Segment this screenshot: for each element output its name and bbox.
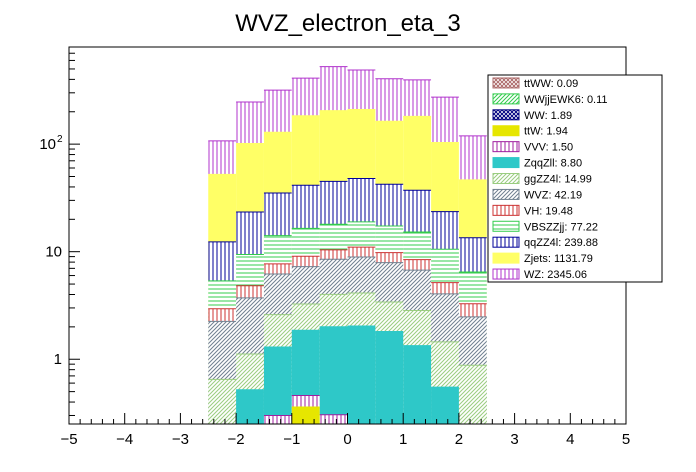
y-tick-exponent: 2 bbox=[57, 134, 63, 145]
chart-title: WVZ_electron_eta_3 bbox=[235, 10, 460, 37]
legend-label-wz: WZ: 2345.06 bbox=[524, 269, 587, 281]
x-tick-label: −4 bbox=[116, 431, 133, 448]
legend-swatch-ggzz4l bbox=[492, 173, 520, 184]
legend-label-zjets: Zjets: 1131.79 bbox=[524, 253, 593, 265]
bar-ggzz4l-bin-9 bbox=[458, 365, 487, 424]
histogram-bars bbox=[208, 66, 487, 425]
bar-ttw-bin-3 bbox=[291, 406, 320, 424]
series-ttw bbox=[291, 406, 320, 424]
bar-zqqzll-bin-2 bbox=[263, 346, 292, 424]
legend-label-wvz: WVZ: 42.19 bbox=[524, 189, 582, 201]
x-tick-label: 2 bbox=[455, 431, 463, 448]
legend-swatch-zjets bbox=[492, 252, 520, 264]
legend-swatch-vvv bbox=[492, 141, 520, 153]
y-tick-label: 10 bbox=[45, 244, 62, 261]
x-tick-label: 5 bbox=[622, 431, 630, 448]
bar-zqqzll-bin-8 bbox=[431, 387, 459, 424]
bar-zqqzll-bin-1 bbox=[236, 389, 264, 424]
bar-zqqzll-bin-4 bbox=[319, 326, 348, 424]
bar-vvv-bin-2 bbox=[263, 415, 292, 424]
legend-label-zqqzll: ZqqZll: 8.80 bbox=[524, 158, 582, 170]
legend-swatch-wwjjewk6 bbox=[492, 93, 520, 105]
x-tick-label: 4 bbox=[566, 431, 574, 448]
legend-swatch-vh bbox=[492, 204, 520, 216]
legend-swatch-vbszzjj bbox=[492, 220, 520, 232]
bar-ggzz4l-bin-0 bbox=[208, 379, 237, 424]
bar-zqqzll-bin-6 bbox=[375, 331, 404, 424]
x-tick-label: −2 bbox=[228, 431, 245, 448]
x-tick-label: 1 bbox=[399, 431, 407, 448]
x-tick-label: −5 bbox=[60, 431, 77, 448]
legend-swatch-qqzz4l bbox=[492, 236, 520, 248]
bar-zqqzll-bin-5 bbox=[347, 326, 376, 424]
legend-swatch-ww bbox=[492, 109, 520, 121]
x-tick-label: −3 bbox=[172, 431, 189, 448]
legend-label-vh: VH: 19.48 bbox=[524, 205, 573, 217]
legend-label-ggzz4l: ggZZ4l: 14.99 bbox=[524, 174, 592, 186]
y-tick-label: 10 bbox=[39, 136, 56, 153]
bar-zqqzll-bin-7 bbox=[403, 345, 432, 424]
legend-label-qqzz4l: qqZZ4l: 239.88 bbox=[524, 237, 598, 249]
legend-swatch-wvz bbox=[492, 188, 520, 200]
legend-label-ww: WW: 1.89 bbox=[524, 110, 572, 122]
legend-label-wwjjewk6: WWjjEWK6: 0.11 bbox=[524, 94, 608, 106]
x-tick-label: 3 bbox=[510, 431, 518, 448]
x-tick-label: −1 bbox=[283, 431, 300, 448]
legend-label-ttw: ttW: 1.94 bbox=[524, 126, 568, 138]
legend-label-ttww: ttWW: 0.09 bbox=[524, 78, 578, 90]
legend-label-vvv: VVV: 1.50 bbox=[524, 142, 573, 154]
series-zqqzll bbox=[236, 325, 459, 424]
legend-swatch-zqqzll bbox=[492, 157, 520, 169]
legend-label-vbszzjj: VBSZZjj: 77.22 bbox=[524, 221, 598, 233]
bar-vvv-bin-4 bbox=[319, 414, 348, 424]
y-tick-label: 1 bbox=[54, 351, 62, 368]
legend-swatch-ttw bbox=[492, 125, 520, 137]
legend-swatch-ttww bbox=[492, 77, 520, 89]
x-tick-label: 0 bbox=[343, 431, 351, 448]
legend: ttWW: 0.09 WWjjEWK6: 0.11 WW: 1.89 ttW: 1.9… bbox=[487, 74, 663, 283]
legend-swatch-wz bbox=[492, 268, 520, 280]
